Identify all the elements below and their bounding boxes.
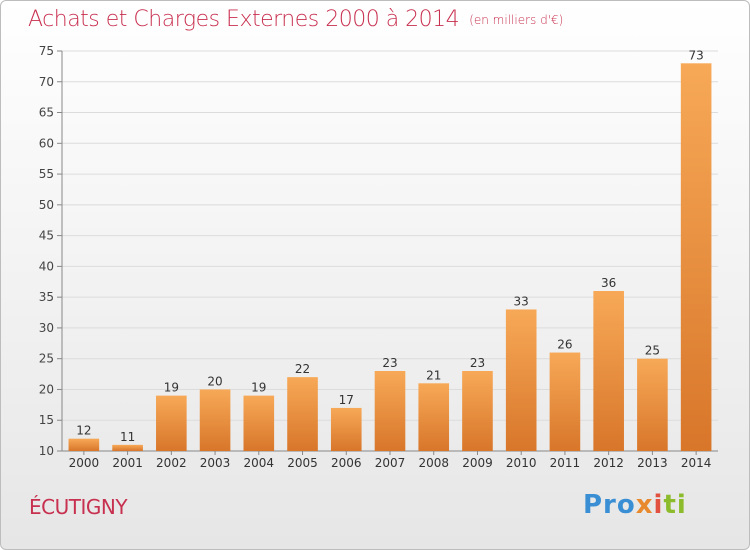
data-label: 17 (339, 393, 354, 407)
data-label: 11 (120, 430, 135, 444)
bar (680, 63, 712, 452)
data-label: 25 (645, 344, 660, 358)
chart-title: Achats et Charges Externes 2000 à 2014 (e… (28, 7, 563, 32)
x-tick-label: 2011 (550, 456, 581, 470)
bar (549, 352, 581, 451)
x-tick-label: 2013 (637, 456, 668, 470)
y-tick-label: 40 (39, 259, 54, 273)
y-tick-label: 25 (39, 352, 54, 366)
bar (287, 377, 318, 451)
data-label: 23 (470, 356, 485, 370)
x-tick-label: 2014 (681, 456, 712, 470)
commune-name: ÉCUTIGNY (29, 495, 128, 519)
data-label: 26 (557, 338, 572, 352)
logo-part-4: ti (663, 490, 687, 520)
x-tick-label: 2005 (287, 456, 318, 470)
y-tick-label: 45 (39, 229, 54, 243)
y-tick-label: 55 (39, 167, 54, 181)
data-label: 36 (601, 276, 616, 290)
x-tick-label: 2006 (331, 456, 362, 470)
data-label: 23 (382, 356, 397, 370)
y-tick-label: 60 (39, 136, 54, 150)
unit-label: (en milliers d'€) (469, 13, 564, 27)
x-tick-label: 2002 (156, 456, 187, 470)
bar (68, 438, 100, 451)
y-tick-label: 70 (39, 75, 54, 89)
bar (243, 395, 275, 451)
y-tick-label: 20 (39, 382, 54, 396)
y-tick-label: 75 (39, 44, 54, 58)
bar (593, 291, 624, 451)
x-tick-label: 2012 (593, 456, 624, 470)
data-label: 21 (426, 368, 441, 382)
bar (418, 383, 450, 451)
logo-part-2: x (635, 490, 654, 520)
bar (156, 395, 187, 451)
x-tick-label: 2007 (375, 456, 406, 470)
y-tick-label: 35 (39, 290, 54, 304)
data-label: 19 (164, 381, 179, 395)
y-tick-label: 15 (39, 413, 54, 427)
bar (505, 309, 537, 451)
logo-part-3: i (653, 490, 664, 520)
bar (112, 444, 143, 451)
x-tick-label: 2010 (506, 456, 537, 470)
proxiti-logo[interactable]: Proxiti (583, 490, 687, 520)
data-label: 22 (295, 362, 310, 376)
bar (462, 371, 493, 451)
x-tick-label: 2001 (112, 456, 143, 470)
x-tick-label: 2004 (244, 456, 275, 470)
bar (330, 407, 362, 451)
data-label: 33 (514, 294, 529, 308)
y-tick-label: 65 (39, 106, 54, 120)
data-label: 12 (76, 424, 91, 438)
x-tick-label: 2009 (462, 456, 493, 470)
data-label: 19 (251, 381, 266, 395)
data-label: 73 (688, 48, 703, 62)
y-tick-label: 50 (39, 198, 54, 212)
y-tick-label: 10 (39, 444, 54, 458)
data-label: 20 (207, 374, 222, 388)
x-tick-label: 2008 (418, 456, 449, 470)
bar (637, 358, 668, 451)
x-tick-label: 2003 (200, 456, 231, 470)
bar (199, 389, 231, 451)
chart-title-text: Achats et Charges Externes 2000 à 2014 (28, 7, 460, 32)
x-tick-label: 2000 (69, 456, 100, 470)
bar (374, 371, 406, 451)
y-tick-label: 30 (39, 321, 54, 335)
logo-part-1: Pro (583, 490, 636, 520)
